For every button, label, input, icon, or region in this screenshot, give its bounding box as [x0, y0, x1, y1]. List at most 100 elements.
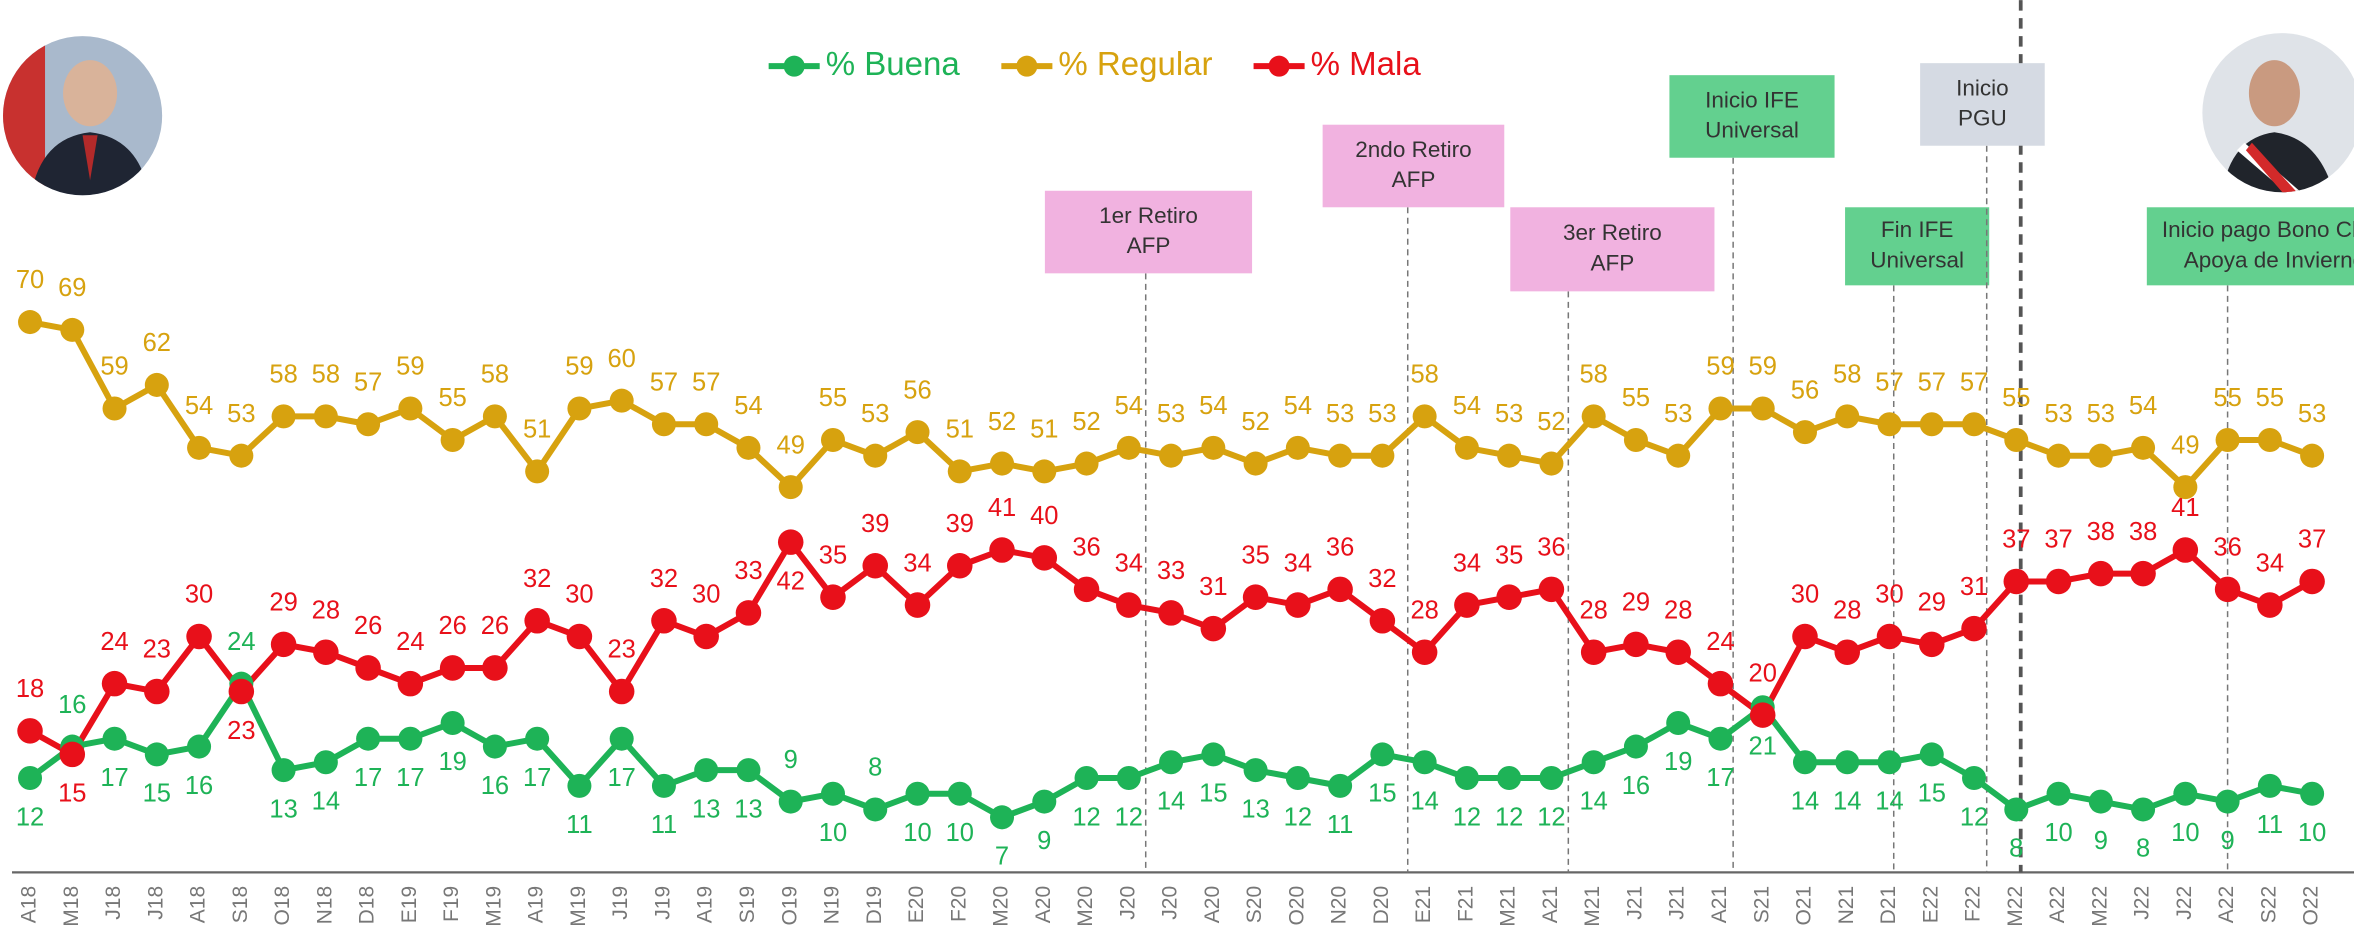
point [1370, 443, 1395, 468]
data-label: 60 [607, 345, 635, 373]
data-label: 51 [523, 416, 551, 444]
event-box [1510, 207, 1715, 292]
data-label: 51 [946, 416, 974, 444]
data-label: 29 [1918, 589, 1946, 617]
data-label: 62 [143, 329, 171, 357]
event-box [1322, 124, 1505, 208]
event-label: Inicio IFE [1705, 87, 1799, 112]
point [566, 623, 593, 650]
point [608, 678, 635, 705]
data-label: 70 [16, 266, 44, 294]
point [2088, 560, 2114, 587]
x-tick-label: S22 [2257, 886, 2280, 923]
point [1074, 765, 1099, 791]
point [863, 443, 888, 468]
data-label: 11 [566, 811, 593, 839]
x-tick-label: O21 [1793, 886, 1816, 926]
data-label: 17 [354, 764, 382, 792]
point [1962, 412, 1987, 437]
point [398, 396, 423, 421]
point [1919, 742, 1944, 767]
data-label: 30 [565, 581, 593, 609]
point [313, 750, 338, 775]
point [1412, 750, 1437, 775]
point [2173, 475, 2198, 500]
point [777, 529, 804, 555]
data-label: 55 [1622, 384, 1650, 412]
data-label: 32 [523, 565, 551, 593]
x-tick-label: A19 [694, 886, 717, 923]
data-label: 42 [777, 567, 805, 595]
data-label: 57 [1960, 368, 1988, 396]
data-label: 37 [2044, 526, 2072, 554]
data-label: 34 [1115, 549, 1143, 577]
point [1497, 443, 1522, 468]
data-label: 23 [607, 636, 635, 664]
data-label: 14 [1157, 788, 1185, 816]
x-tick-label: F22 [1962, 886, 1985, 922]
point [2004, 427, 2029, 452]
x-tick-label: D18 [356, 886, 379, 925]
data-label: 34 [2256, 549, 2284, 577]
data-label: 57 [354, 368, 382, 396]
x-tick-label: N21 [1835, 886, 1858, 925]
data-label: 33 [734, 557, 762, 585]
data-label: 28 [1833, 596, 1861, 624]
x-tick-label: A20 [1032, 886, 1055, 923]
data-label: 13 [269, 795, 297, 823]
x-tick-label: J19 [651, 886, 674, 920]
x-tick-label: M20 [990, 886, 1013, 927]
point [1834, 639, 1861, 665]
data-label: 59 [100, 353, 128, 381]
point [1285, 435, 1310, 460]
point [2173, 781, 2198, 806]
data-label: 31 [1960, 573, 1988, 601]
data-label: 9 [2220, 827, 2234, 855]
data-label: 12 [1072, 803, 1100, 831]
point [2257, 773, 2282, 798]
point [355, 655, 381, 681]
data-label: 54 [1453, 392, 1481, 420]
data-label: 58 [312, 361, 340, 389]
data-label: 54 [1284, 392, 1312, 420]
point [525, 459, 550, 484]
legend-marker [783, 55, 805, 77]
point [1835, 750, 1860, 775]
data-label: 55 [819, 384, 847, 412]
data-label: 56 [1791, 376, 1819, 404]
event-label: AFP [1127, 233, 1171, 258]
point [187, 734, 212, 759]
x-tick-label: S18 [229, 886, 252, 923]
point [2214, 576, 2241, 603]
point [1581, 750, 1606, 775]
data-label: 52 [1537, 408, 1565, 436]
point [1242, 584, 1269, 610]
data-label: 17 [1706, 764, 1734, 792]
point [18, 310, 43, 335]
data-label: 24 [396, 628, 424, 656]
data-label: 54 [185, 392, 213, 420]
point [1708, 396, 1733, 421]
point [270, 631, 297, 658]
data-label: 9 [2094, 827, 2108, 855]
point [1116, 765, 1141, 791]
event-label: AFP [1590, 250, 1634, 275]
point [1919, 412, 1944, 437]
point [1327, 576, 1353, 603]
data-label: 38 [2129, 518, 2157, 546]
x-tick-label: A18 [187, 886, 210, 923]
event-label: Universal [1705, 117, 1799, 142]
point [2300, 781, 2325, 806]
point [1496, 584, 1522, 610]
x-tick-label: E20 [905, 886, 928, 923]
point [1073, 576, 1100, 603]
x-tick-label: N20 [1328, 886, 1351, 925]
data-label: 14 [1833, 788, 1861, 816]
event-label: Inicio pago Bono Chile [2162, 217, 2354, 242]
point [1201, 742, 1226, 767]
data-label: 10 [946, 819, 974, 847]
point [1750, 396, 1775, 421]
data-label: 53 [2044, 400, 2072, 428]
point [1243, 758, 1268, 783]
